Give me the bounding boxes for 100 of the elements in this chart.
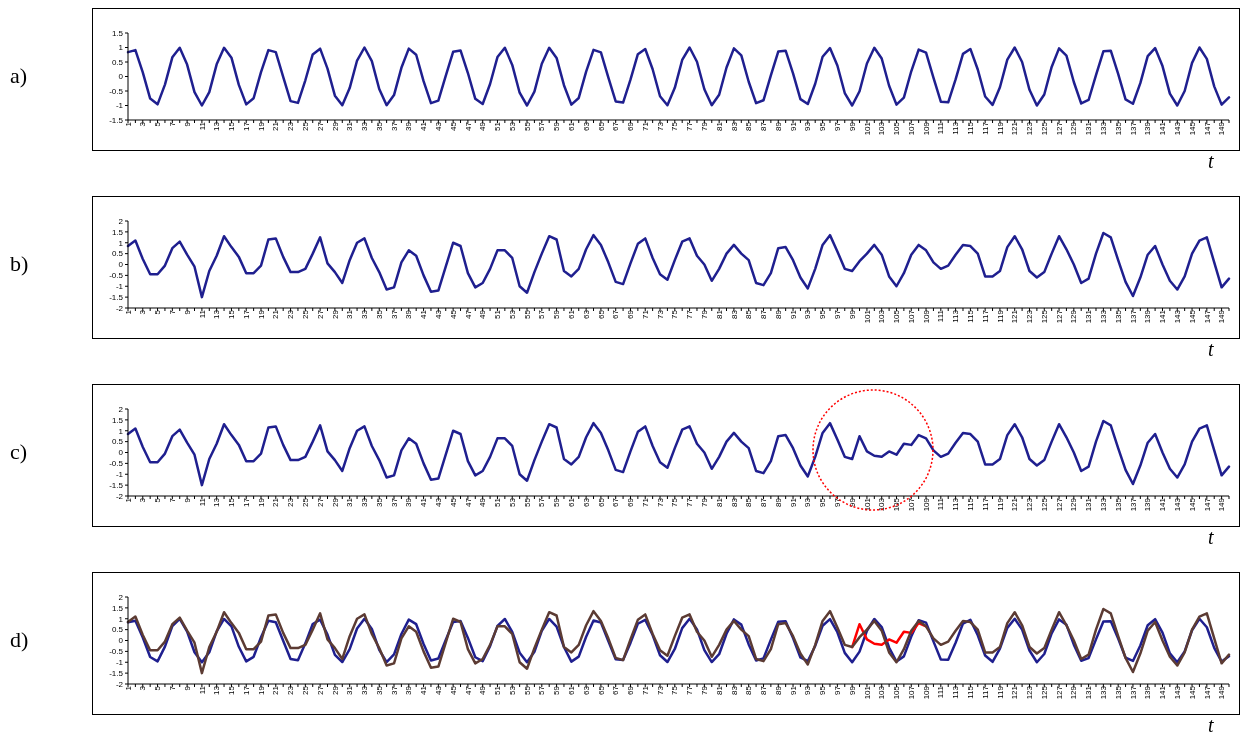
y-tick-label: 0.5 (111, 625, 124, 635)
y-tick-label: -0.5 (109, 271, 124, 281)
x-tick-label: 37 (389, 685, 399, 695)
x-tick-label: 5 (153, 309, 163, 315)
x-tick-label: 75 (670, 121, 680, 131)
y-tick-label: 2 (118, 404, 124, 414)
x-tick-label: 111 (936, 121, 946, 135)
x-tick-label: 79 (700, 309, 710, 319)
x-tick-label: 129 (1069, 497, 1079, 512)
x-tick-label: 111 (936, 497, 946, 511)
x-tick-label: 19 (256, 121, 266, 131)
x-tick-label: 71 (640, 685, 650, 695)
x-tick-label: 9 (182, 497, 192, 503)
x-tick-label: 11 (197, 685, 207, 695)
y-tick-label: 0 (118, 636, 124, 646)
line-series (126, 46, 1231, 107)
x-tick-label: 141 (1158, 685, 1168, 700)
x-tick-label: 97 (833, 685, 843, 695)
x-tick-label: 95 (818, 685, 828, 695)
x-tick-label: 9 (182, 121, 192, 127)
x-tick-label: 147 (1202, 685, 1212, 700)
x-tick-label: 25 (301, 121, 311, 131)
x-tick-label: 71 (640, 121, 650, 131)
x-tick-label: 61 (567, 309, 577, 319)
x-tick-label: 81 (714, 309, 724, 319)
x-tick-label: 95 (818, 309, 828, 319)
x-tick-label: 13 (212, 121, 222, 131)
x-tick-label: 105 (892, 497, 902, 512)
x-tick-label: 79 (700, 685, 710, 695)
x-tick-label: 113 (951, 309, 961, 323)
text: c) (10, 439, 28, 465)
x-tick-label: 31 (345, 497, 355, 507)
x-tick-label: 113 (951, 685, 961, 699)
x-tick-label: 143 (1172, 121, 1182, 136)
x-tick-label: 5 (153, 497, 163, 503)
x-tick-label: 29 (330, 309, 340, 319)
x-tick-label: 39 (404, 309, 414, 319)
x-tick-label: 73 (655, 497, 665, 507)
x-tick-label: 115 (966, 685, 976, 699)
x-tick-label: 123 (1025, 497, 1035, 512)
x-tick-label: 49 (478, 309, 488, 319)
x-tick-label: 81 (714, 685, 724, 695)
x-axis-title: t (1208, 714, 1214, 736)
x-tick-label: 105 (892, 309, 902, 324)
x-tick-label: 3 (138, 685, 148, 691)
x-tick-label: 99 (847, 309, 857, 319)
x-tick-label: 39 (404, 121, 414, 131)
x-tick-label: 131 (1084, 685, 1094, 700)
x-tick-label: 81 (714, 497, 724, 507)
text: a) (10, 63, 28, 89)
x-tick-label: 109 (921, 121, 931, 136)
y-tick-label: -1 (115, 101, 124, 111)
x-tick-label: 101 (862, 685, 872, 700)
x-tick-label: 135 (1113, 121, 1123, 136)
x-tick-label: 123 (1025, 309, 1035, 324)
y-tick-label: -2 (115, 303, 124, 313)
x-tick-label: 21 (271, 497, 281, 507)
x-tick-label: 143 (1172, 309, 1182, 324)
x-tick-label: 93 (803, 121, 813, 131)
x-tick-label: 77 (685, 309, 695, 319)
x-tick-label: 41 (419, 121, 429, 131)
x-tick-label: 113 (951, 497, 961, 511)
x-tick-label: 93 (803, 685, 813, 695)
x-tick-label: 69 (626, 121, 636, 131)
x-tick-label: 105 (892, 685, 902, 700)
x-tick-label: 79 (700, 121, 710, 131)
x-tick-label: 135 (1113, 309, 1123, 324)
x-tick-label: 145 (1187, 121, 1197, 136)
x-tick-label: 9 (182, 309, 192, 315)
x-tick-label: 17 (241, 121, 251, 131)
x-tick-label: 7 (168, 121, 178, 127)
x-tick-label: 21 (271, 685, 281, 695)
y-tick-label: -1 (115, 282, 124, 292)
x-tick-label: 73 (655, 685, 665, 695)
x-tick-label: 119 (995, 685, 1005, 699)
y-tick-label: -1.5 (109, 480, 124, 490)
x-tick-label: 111 (936, 309, 946, 323)
x-tick-label: 85 (744, 497, 754, 507)
x-tick-label: 1 (123, 121, 133, 127)
x-tick-label: 99 (847, 685, 857, 695)
y-tick-label: -0.5 (109, 647, 124, 657)
x-tick-label: 99 (847, 121, 857, 131)
x-tick-label: 21 (271, 309, 281, 319)
x-tick-label: 149 (1217, 121, 1227, 136)
x-axis-title: t (1208, 150, 1214, 172)
y-tick-label: 0 (118, 260, 124, 270)
y-tick-label: 1.5 (111, 603, 124, 613)
x-tick-label: 101 (862, 309, 872, 324)
x-tick-label: 83 (729, 685, 739, 695)
x-tick-label: 53 (507, 685, 517, 695)
x-tick-label: 41 (419, 497, 429, 507)
x-tick-label: 109 (921, 685, 931, 700)
y-tick-label: 0.5 (111, 57, 124, 67)
line-series (126, 607, 1231, 675)
x-tick-label: 49 (478, 121, 488, 131)
x-tick-label: 49 (478, 497, 488, 507)
y-tick-label: -1.5 (109, 292, 124, 302)
x-tick-label: 35 (374, 685, 384, 695)
x-tick-label: 115 (966, 309, 976, 323)
x-tick-label: 59 (552, 497, 562, 507)
